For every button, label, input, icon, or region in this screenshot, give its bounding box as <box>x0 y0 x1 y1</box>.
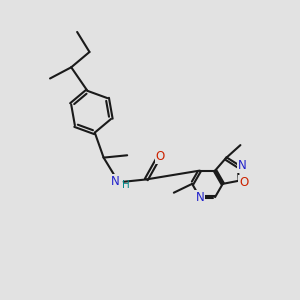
Text: N: N <box>111 175 120 188</box>
Text: N: N <box>238 159 247 172</box>
Text: O: O <box>239 176 249 189</box>
Text: N: N <box>195 190 204 204</box>
Text: H: H <box>122 180 130 190</box>
Text: O: O <box>156 150 165 163</box>
